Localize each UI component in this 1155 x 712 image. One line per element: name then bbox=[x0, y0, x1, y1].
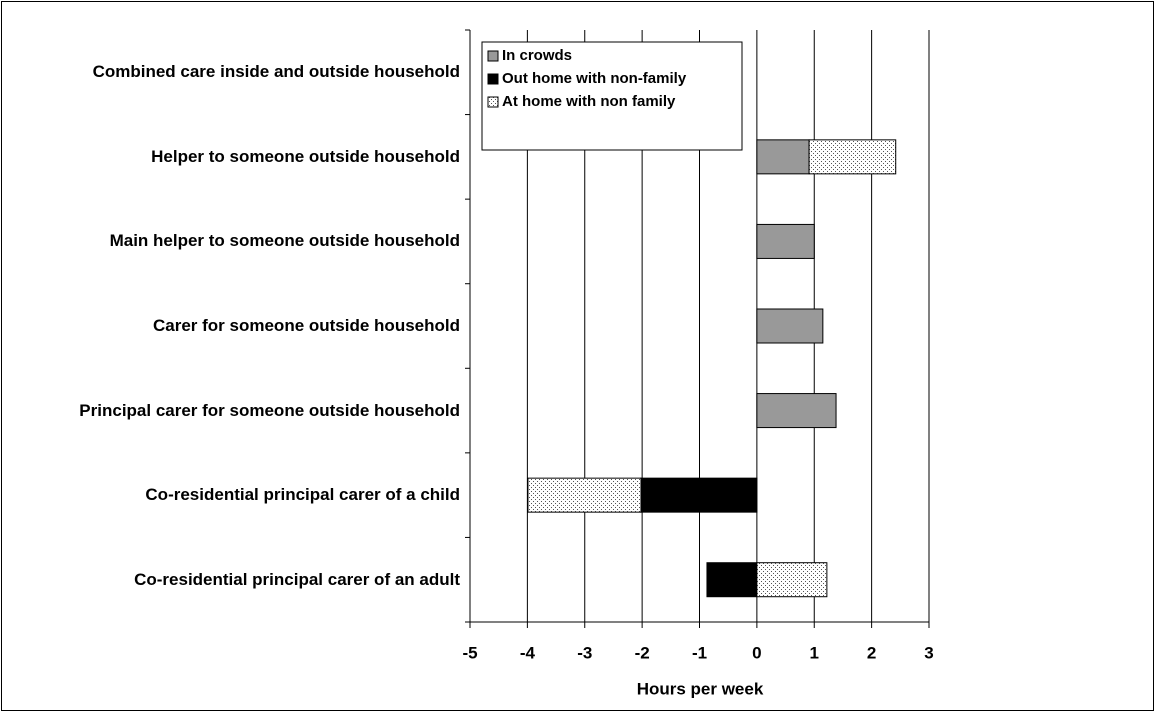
x-tick-label: 0 bbox=[752, 643, 761, 662]
bar bbox=[527, 477, 642, 513]
category-label-box: Co-residential principal carer of an adu… bbox=[134, 569, 460, 591]
legend-label: Out home with non-family bbox=[502, 70, 687, 87]
x-tick-label: -4 bbox=[520, 643, 536, 662]
bar bbox=[756, 562, 828, 598]
x-tick-label: -2 bbox=[635, 643, 650, 662]
y-tick-label: Main helper to someone outside household bbox=[109, 231, 460, 251]
y-tick-label: Co-residential principal carer of an adu… bbox=[134, 569, 460, 589]
x-axis-label: Hours per week bbox=[637, 679, 764, 698]
y-tick-label: Principal carer for someone outside hous… bbox=[79, 400, 460, 420]
legend-label: At home with non family bbox=[502, 93, 676, 110]
bar bbox=[756, 223, 815, 259]
y-tick-label: Co-residential principal carer of a chil… bbox=[145, 485, 460, 505]
bar bbox=[640, 477, 758, 513]
y-tick-label: Helper to someone outside household bbox=[151, 146, 460, 166]
y-tick-label: Carer for someone outside household bbox=[153, 316, 460, 335]
x-tick-label: 2 bbox=[867, 643, 876, 662]
category-label-box: Helper to someone outside household bbox=[151, 146, 460, 168]
legend-label: In crowds bbox=[502, 47, 572, 64]
x-tick-label: -5 bbox=[462, 643, 477, 662]
bar bbox=[808, 139, 897, 175]
x-tick-label: 1 bbox=[810, 643, 819, 662]
legend-box bbox=[481, 41, 743, 151]
category-label-box: Main helper to someone outside household bbox=[110, 230, 460, 252]
y-tick-label: Combined care inside and outside househo… bbox=[92, 62, 460, 82]
legend-swatch bbox=[487, 73, 499, 85]
x-tick-label: -1 bbox=[692, 643, 707, 662]
category-label-box: Combined care inside and outside househo… bbox=[93, 61, 460, 83]
category-label-box: Principal carer for someone outside hous… bbox=[79, 400, 460, 422]
x-tick-label: 3 bbox=[924, 643, 933, 662]
legend-swatch bbox=[487, 96, 499, 108]
bar bbox=[706, 562, 758, 598]
category-label-box: Co-residential principal carer of a chil… bbox=[145, 484, 460, 506]
bar bbox=[756, 393, 837, 429]
legend-swatch bbox=[487, 50, 499, 62]
bar bbox=[756, 308, 824, 344]
category-label-box: Carer for someone outside household bbox=[153, 315, 460, 337]
x-tick-label: -3 bbox=[577, 643, 592, 662]
bar bbox=[756, 139, 810, 175]
